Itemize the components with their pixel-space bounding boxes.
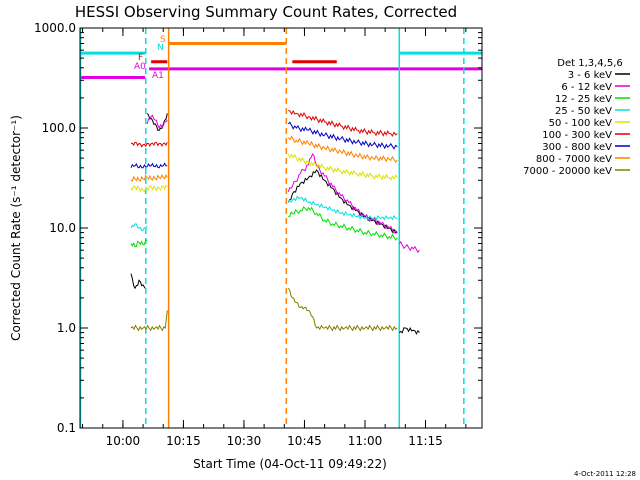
series-line-1-seg-1 [287, 153, 398, 235]
series-line-3-seg-0 [130, 223, 148, 232]
x-tick-label: 11:15 [408, 434, 443, 448]
series-line-1-seg-2 [398, 241, 420, 254]
series-line-4-seg-0 [130, 184, 168, 193]
x-axis-label: Start Time (04-Oct-11 09:49:22) [193, 457, 387, 471]
y-tick-label: 0.1 [57, 421, 76, 435]
series-line-7-seg-1 [287, 135, 398, 163]
x-tick-label: 10:45 [287, 434, 322, 448]
y-tick-label: 100.0 [42, 121, 76, 135]
series-line-5-seg-1 [288, 109, 398, 138]
flag-label-a1: A1 [152, 71, 164, 81]
x-tick-label: 11:00 [348, 434, 383, 448]
y-tick-label: 10.0 [49, 221, 76, 235]
series-line-0-seg-3 [398, 327, 420, 335]
flag-label-n: N [157, 43, 164, 53]
mode-flags: SN FA0 A1 [80, 35, 482, 81]
y-axis-label: Corrected Count Rate (s⁻¹ detector⁻¹) [9, 115, 23, 341]
flag-label-s: S [160, 35, 166, 45]
series-line-8-seg-0 [130, 310, 168, 332]
legend-entry-label: 6 - 12 keV [561, 82, 612, 93]
series-line-1-seg-0 [146, 114, 168, 130]
y-axis: 0.1 1.0 10.0 100.0 1000.0 [34, 21, 482, 435]
x-tick-label: 10:15 [166, 434, 201, 448]
series-line-3-seg-1 [287, 195, 398, 221]
series-line-6-seg-0 [130, 162, 168, 169]
x-tick-label: 10:00 [106, 434, 141, 448]
series-line-2-seg-1 [288, 205, 398, 241]
generation-timestamp: 4-Oct-2011 12:28 [574, 470, 636, 478]
y-tick-label: 1000.0 [34, 21, 76, 35]
x-axis: 10:00 10:15 10:30 10:45 11:00 11:15 [82, 28, 467, 448]
series-line-7-seg-0 [130, 173, 168, 182]
x-tick-label: 10:30 [227, 434, 262, 448]
legend-entry-label: 3 - 6 keV [568, 70, 612, 81]
series-line-2-seg-0 [130, 238, 148, 248]
flag-label-a0: A0 [134, 62, 146, 72]
series-line-8-seg-1 [287, 287, 398, 332]
chart-title: HESSI Observing Summary Count Rates, Cor… [75, 3, 457, 21]
legend-title: Det 1,3,4,5,6 [557, 58, 622, 69]
legend-entry-label: 50 - 100 keV [549, 118, 613, 129]
legend-entry-label: 300 - 800 keV [542, 142, 612, 153]
series-line-0-seg-0 [130, 273, 146, 290]
series-line-6-seg-1 [287, 121, 398, 150]
legend-entry-label: 800 - 7000 keV [536, 154, 612, 165]
series-line-5-seg-0 [130, 141, 168, 148]
series-line-4-seg-1 [287, 153, 398, 181]
y-tick-label: 1.0 [57, 321, 76, 335]
legend-entry-label: 7000 - 20000 keV [523, 166, 612, 177]
flag-label-f: F [138, 53, 143, 63]
legend-entry-label: 25 - 50 keV [555, 106, 612, 117]
legend-entry-label: 12 - 25 keV [555, 94, 612, 105]
data-series [130, 109, 420, 335]
legend-entry-label: 100 - 300 keV [542, 130, 612, 141]
